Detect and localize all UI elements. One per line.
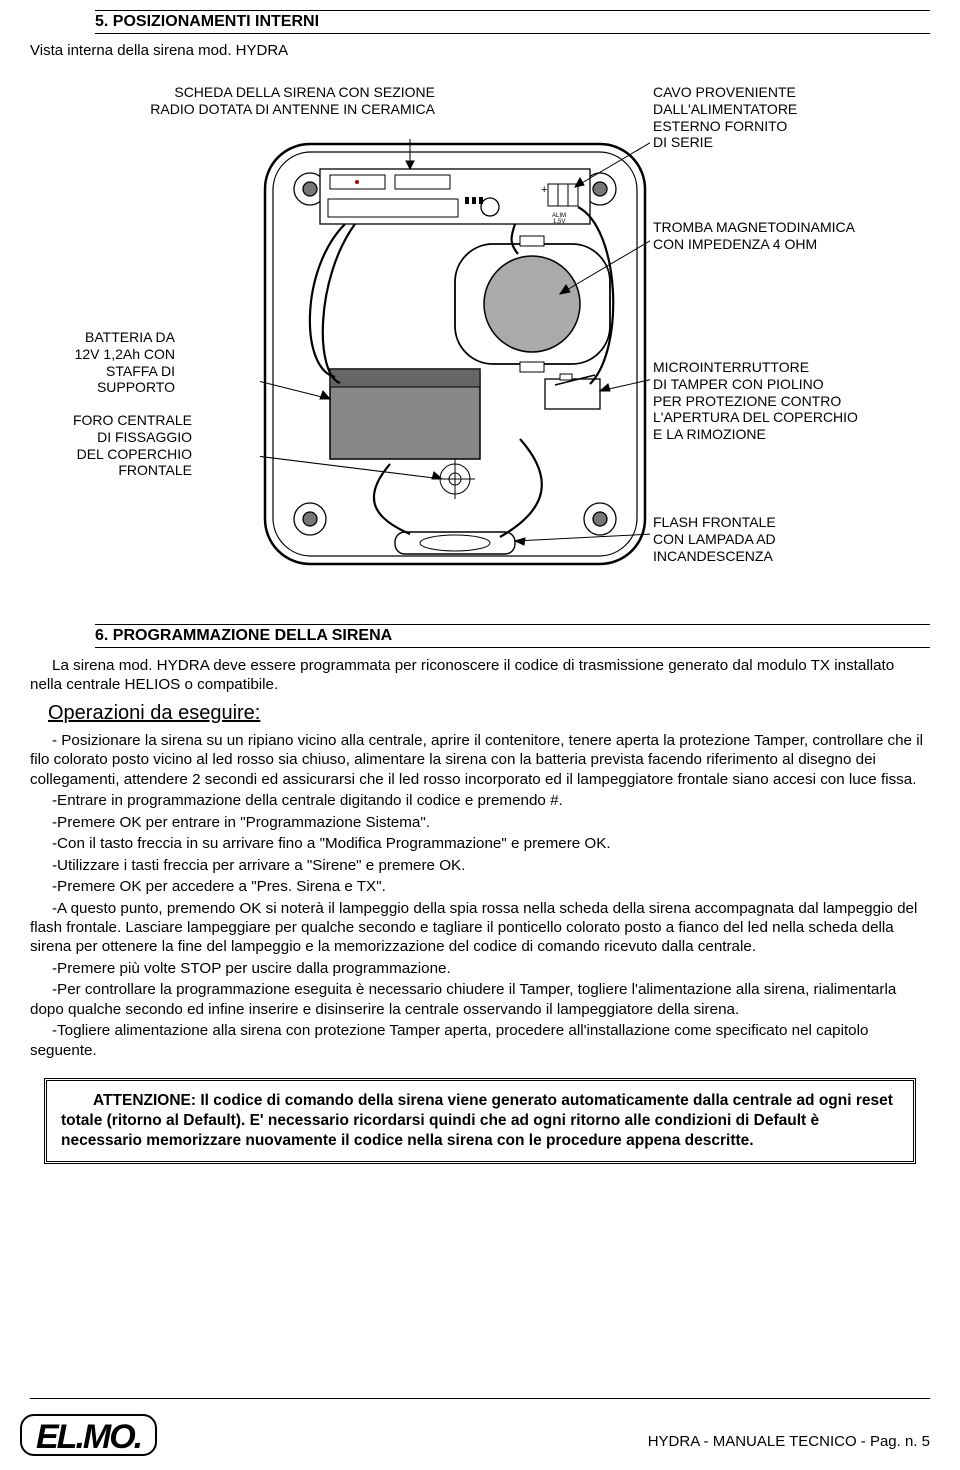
step: -Togliere alimentazione alla sirena con … [30,1021,930,1060]
svg-text:+: + [541,184,547,196]
label-center-hole: FORO CENTRALEDI FISSAGGIODEL COPERCHIOFR… [42,412,192,479]
label-speaker: TROMBA MAGNETODINAMICACON IMPEDENZA 4 OH… [653,219,913,253]
svg-text:1,5V: 1,5V [553,219,565,225]
step: -Premere più volte STOP per uscire dalla… [30,959,930,978]
step: -Utilizzare i tasti freccia per arrivare… [30,856,930,875]
label-flash: FLASH FRONTALECON LAMPADA ADINCANDESCENZ… [653,514,853,564]
pcb: ALIM 1,5V + [320,169,590,225]
section-6-title: 6. PROGRAMMAZIONE DELLA SIRENA [95,624,930,648]
ops-heading: Operazioni da eseguire: [48,702,930,725]
step: -Premere OK per accedere a "Pres. Sirena… [30,877,930,896]
label-pcb: SCHEDA DELLA SIRENA CON SEZIONERADIO DOT… [125,84,435,118]
section-5-subtitle: Vista interna della sirena mod. HYDRA [30,42,930,59]
label-cable: CAVO PROVENIENTEDALL'ALIMENTATOREESTERNO… [653,84,853,151]
internal-diagram: SCHEDA DELLA SIRENA CON SEZIONERADIO DOT… [30,84,930,614]
warning-box: ATTENZIONE: Il codice di comando della s… [44,1078,916,1163]
step: -Entrare in programmazione della central… [30,791,930,810]
step: -A questo punto, premendo OK si noterà i… [30,899,930,957]
flash-lamp [395,532,515,554]
logo: EL.MO. [20,1414,157,1456]
step: - Posizionare la sirena su un ripiano vi… [30,731,930,789]
footer-text: HYDRA - MANUALE TECNICO - Pag. n. 5 [648,1433,930,1450]
step: -Premere OK per entrare in "Programmazio… [30,813,930,832]
label-battery: BATTERIA DA12V 1,2Ah CONSTAFFA DISUPPORT… [45,329,175,396]
tamper [545,374,600,409]
battery [330,369,480,459]
page-footer: EL.MO. HYDRA - MANUALE TECNICO - Pag. n.… [30,1398,930,1460]
label-tamper: MICROINTERRUTTOREDI TAMPER CON PIOLINOPE… [653,359,913,443]
step: -Per controllare la programmazione esegu… [30,980,930,1019]
step: -Con il tasto freccia in su arrivare fin… [30,834,930,853]
siren-svg: ALIM 1,5V + [260,139,650,569]
section-6-intro: La sirena mod. HYDRA deve essere program… [30,656,930,695]
speaker [455,236,610,372]
section-5-title: 5. POSIZIONAMENTI INTERNI [95,10,930,34]
warning-text: ATTENZIONE: Il codice di comando della s… [61,1091,899,1150]
ops-steps: - Posizionare la sirena su un ripiano vi… [30,731,930,1060]
